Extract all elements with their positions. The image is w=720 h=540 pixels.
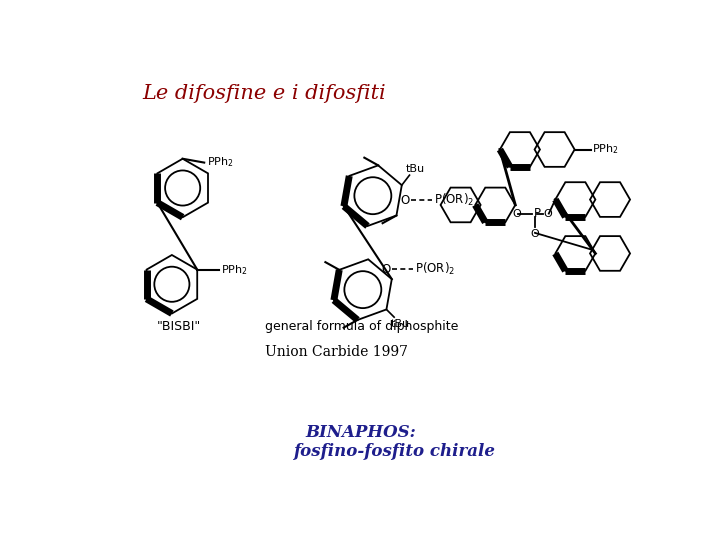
Text: P(OR)$_2$: P(OR)$_2$	[433, 192, 474, 208]
Text: O: O	[531, 229, 539, 239]
Text: BINAPHOS:: BINAPHOS:	[306, 424, 417, 441]
Text: "BISBI": "BISBI"	[157, 320, 202, 333]
Text: O: O	[513, 208, 521, 219]
Text: O: O	[382, 262, 391, 276]
Text: PPh$_2$: PPh$_2$	[593, 143, 619, 157]
Text: O: O	[400, 194, 410, 207]
Text: fosfino-fosfito chirale: fosfino-fosfito chirale	[294, 443, 495, 460]
Text: general formula of diphosphite: general formula of diphosphite	[265, 320, 459, 333]
Text: Le difosfine e i difosfiti: Le difosfine e i difosfiti	[142, 84, 385, 103]
Text: PPh$_2$: PPh$_2$	[221, 263, 248, 276]
Text: PPh$_2$: PPh$_2$	[207, 156, 233, 170]
Text: tBu: tBu	[405, 164, 425, 174]
Text: P: P	[534, 207, 541, 220]
Text: P(OR)$_2$: P(OR)$_2$	[415, 261, 455, 277]
Text: tBu: tBu	[390, 320, 410, 329]
Text: Union Carbide 1997: Union Carbide 1997	[265, 345, 408, 359]
Text: O: O	[544, 208, 552, 219]
